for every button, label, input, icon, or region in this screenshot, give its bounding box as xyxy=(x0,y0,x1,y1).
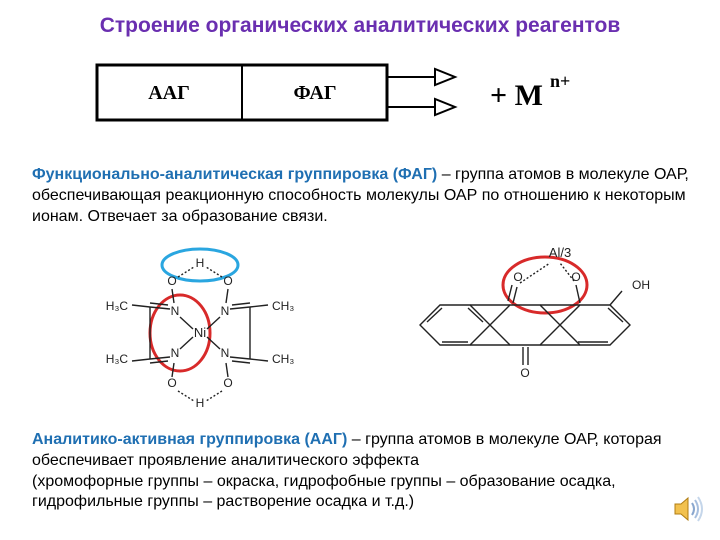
chem-left-h-bot: H xyxy=(196,396,205,410)
chem-left: Ni N N N N O O O O H H H₃C H₃C CH₃ CH₃ xyxy=(106,249,295,410)
scheme-label-aag: ААГ xyxy=(148,82,190,104)
chem-left-n-bl: N xyxy=(171,346,180,360)
chem-left-ch3-lb: H₃C xyxy=(106,352,129,366)
chem-left-o-br: O xyxy=(223,376,232,390)
speaker-icon xyxy=(672,492,706,526)
chem-right: Al/3 xyxy=(420,245,650,380)
chem-right-o2: O xyxy=(571,270,580,284)
paragraph-aag-tail: (хромофорные группы – окраска, гидрофобн… xyxy=(32,473,616,511)
paragraph-aag: Аналитико-активная группировка (ААГ) – г… xyxy=(32,430,707,513)
term-fag: Функционально-аналитическая группировка … xyxy=(32,166,437,183)
chem-left-o-tr: O xyxy=(223,274,232,288)
scheme-label-fag: ФАГ xyxy=(293,82,336,104)
chem-left-o-bl: O xyxy=(167,376,176,390)
scheme-arrow-bottom xyxy=(387,99,455,115)
chem-right-o3: O xyxy=(520,366,529,380)
chem-left-o-tl: O xyxy=(167,274,176,288)
chem-left-ch3-rb: CH₃ xyxy=(272,352,294,366)
paragraph-fag: Функционально-аналитическая группировка … xyxy=(32,165,702,227)
scheme-ion-label: + M xyxy=(490,79,543,112)
chem-left-ch3-lt: H₃C xyxy=(106,299,129,313)
chem-left-h-top: H xyxy=(196,256,205,270)
chem-left-ni: Ni xyxy=(194,325,206,340)
chem-left-ch3-rt: CH₃ xyxy=(272,299,294,313)
scheme-arrow-top xyxy=(387,69,455,85)
chem-right-bonds xyxy=(420,263,630,365)
slide-title: Строение органических аналитических реаг… xyxy=(0,14,720,38)
chem-right-o1: O xyxy=(513,270,522,284)
scheme-ion-super: n+ xyxy=(550,71,570,91)
term-aag: Аналитико-активная группировка (ААГ) xyxy=(32,431,347,448)
chem-left-n-tr: N xyxy=(221,304,230,318)
scheme-diagram: ААГ ФАГ + M n+ xyxy=(95,55,575,133)
chem-left-n-tl: N xyxy=(171,304,180,318)
chem-right-oh: OH xyxy=(632,278,650,292)
chem-right-al: Al/3 xyxy=(549,245,571,260)
chemical-structures: Ni N N N N O O O O H H H₃C H₃C CH₃ CH₃ xyxy=(100,245,650,420)
chem-left-n-br: N xyxy=(221,346,230,360)
